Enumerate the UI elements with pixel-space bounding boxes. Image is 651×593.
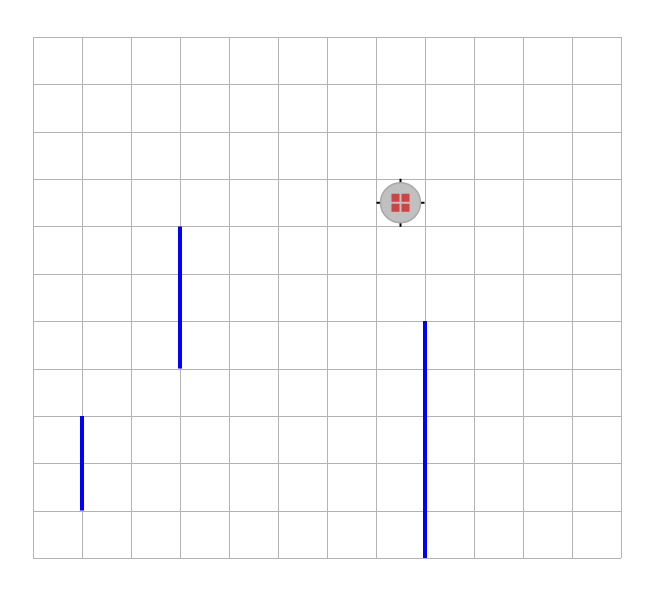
agent[interactable] xyxy=(376,178,425,227)
walls xyxy=(80,226,427,558)
grid xyxy=(33,37,622,559)
agent-body xyxy=(379,182,422,224)
agent-core-square xyxy=(391,193,400,202)
robot-crosshair-icon[interactable] xyxy=(376,178,425,227)
agent-core-square xyxy=(401,203,410,212)
agent-core-square xyxy=(391,203,400,212)
agent-core-square xyxy=(401,193,410,202)
